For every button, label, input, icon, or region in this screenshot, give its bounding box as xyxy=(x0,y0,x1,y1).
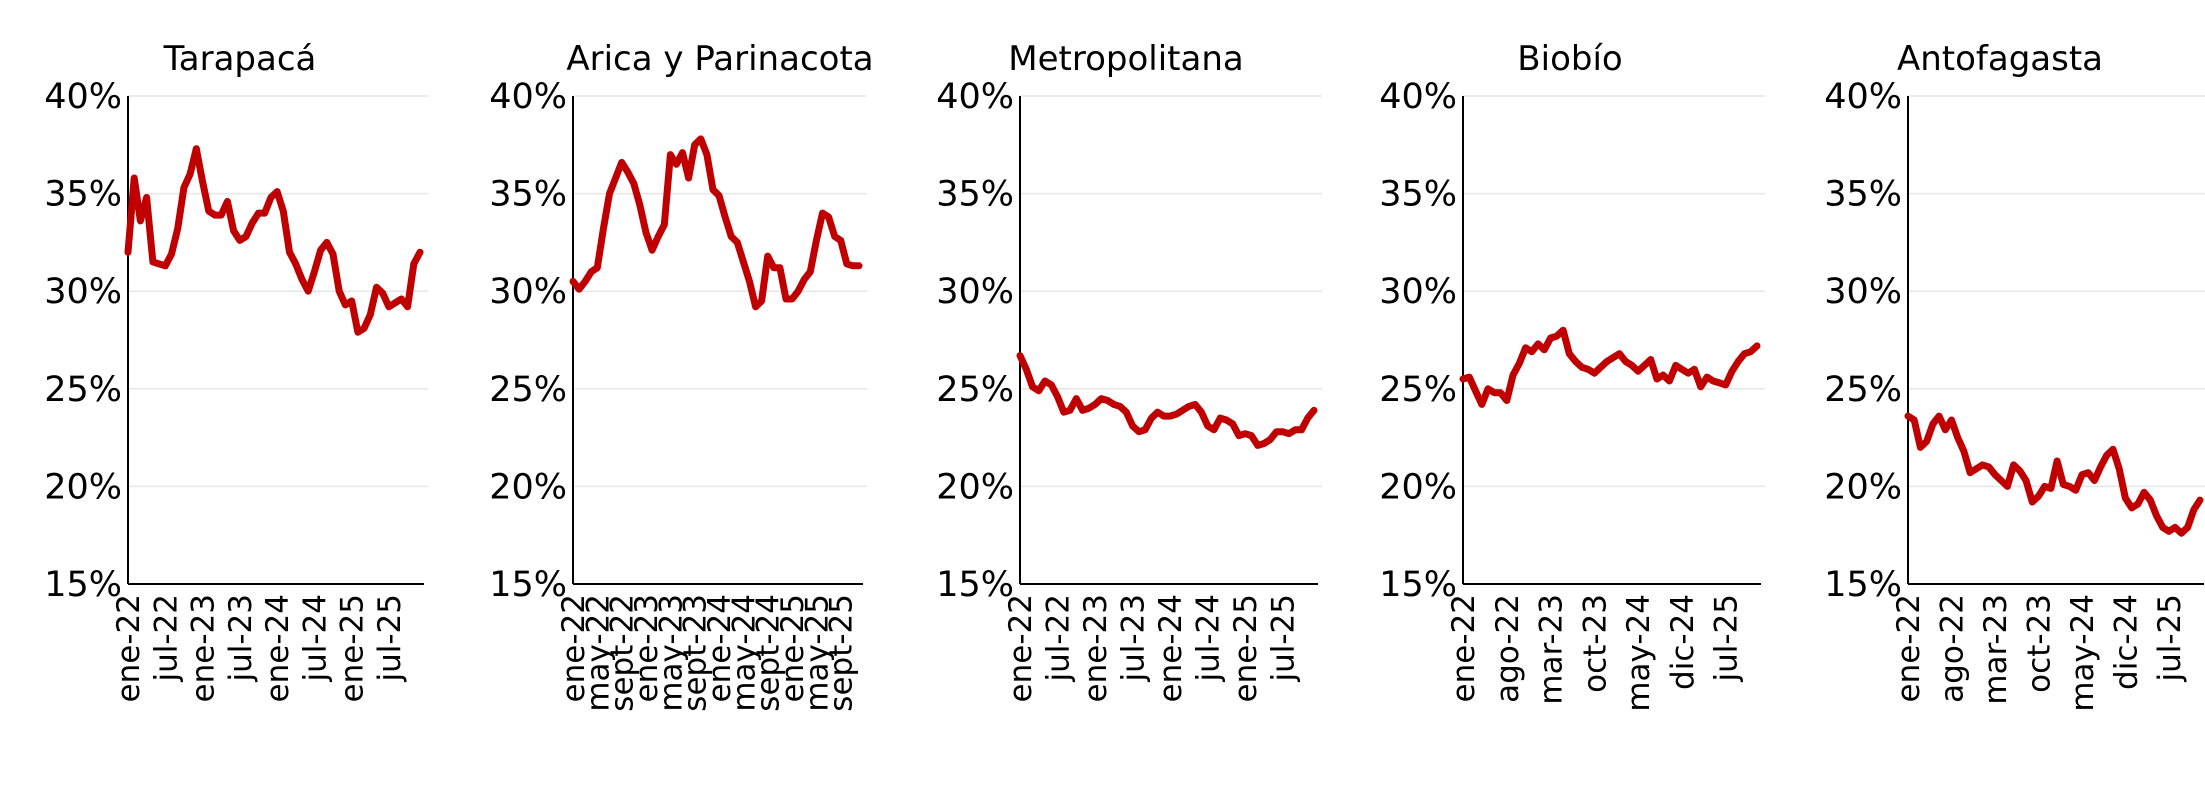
y-tick-label: 15% xyxy=(44,565,122,605)
x-tick-label: ago-22 xyxy=(1490,594,1526,703)
x-tick-label: ene-25 xyxy=(335,594,371,702)
y-tick-label: 25% xyxy=(489,370,567,410)
panel-title: Biobío xyxy=(1517,39,1622,79)
x-tick-label: ene-22 xyxy=(111,594,147,702)
y-tick-label: 40% xyxy=(1379,77,1457,117)
y-tick-label: 35% xyxy=(489,175,567,215)
y-tick-label: 20% xyxy=(1824,467,1902,507)
x-tick-label: ene-24 xyxy=(1153,594,1189,702)
y-tick-label: 30% xyxy=(1379,272,1457,312)
x-tick-label: jul-22 xyxy=(148,594,184,683)
y-tick-label: 30% xyxy=(44,272,122,312)
y-tick-label: 20% xyxy=(489,467,567,507)
x-tick-label: jul-25 xyxy=(372,594,408,683)
y-tick-label: 35% xyxy=(1824,175,1902,215)
x-tick-label: dic-24 xyxy=(1665,594,1701,690)
y-tick-label: 15% xyxy=(489,565,567,605)
y-tick-label: 35% xyxy=(936,175,1014,215)
panel-title: Metropolitana xyxy=(1008,39,1243,79)
y-tick-label: 15% xyxy=(936,565,1014,605)
x-tick-label: jul-25 xyxy=(1709,594,1745,683)
x-tick-label: ene-23 xyxy=(629,594,665,702)
x-tick-label: ene-25 xyxy=(1228,594,1264,702)
x-tick-label: ene-22 xyxy=(556,594,592,702)
x-tick-label: mar-23 xyxy=(1534,594,1570,705)
x-tick-label: jul-23 xyxy=(1116,594,1152,683)
panel-title: Arica y Parinacota xyxy=(566,39,873,79)
series-line xyxy=(1904,412,2204,537)
y-tick-label: 40% xyxy=(44,77,122,117)
panel-2: 15% 20% 25% 30% 35% 40%Arica y Parinacota ene-… xyxy=(489,39,873,712)
x-tick-label: ene-24 xyxy=(702,594,738,702)
x-tick-label: mar-23 xyxy=(1978,594,2014,705)
x-tick-label: sept-24 xyxy=(751,594,787,712)
y-tick-label: 25% xyxy=(936,370,1014,410)
panel-title: Tarapacá xyxy=(163,39,317,79)
y-tick-label: 15% xyxy=(1379,565,1457,605)
panel-5: 15% 20% 25% 30% 35% 40%Antofagasta ene-22 ago-2… xyxy=(1824,39,2205,712)
x-tick-label: may-24 xyxy=(2065,594,2101,712)
y-tick-label: 30% xyxy=(936,272,1014,312)
series-line xyxy=(124,145,424,336)
y-tick-label: 30% xyxy=(1824,272,1902,312)
y-tick-label: 35% xyxy=(1379,175,1457,215)
x-tick-label: oct-23 xyxy=(1577,594,1613,693)
x-tick-label: jul-25 xyxy=(1266,594,1302,683)
y-tick-label: 20% xyxy=(44,467,122,507)
x-tick-label: ene-22 xyxy=(1003,594,1039,702)
x-tick-label: ene-24 xyxy=(260,594,296,702)
x-tick-label: ene-23 xyxy=(1078,594,1114,702)
y-tick-label: 35% xyxy=(44,175,122,215)
series-line xyxy=(1016,352,1318,449)
x-tick-label: dic-24 xyxy=(2108,594,2144,690)
y-tick-label: 25% xyxy=(1379,370,1457,410)
x-tick-label: ene-23 xyxy=(186,594,222,702)
panel-title: Antofagasta xyxy=(1897,39,2103,79)
y-tick-label: 25% xyxy=(1824,370,1902,410)
y-tick-label: 40% xyxy=(489,77,567,117)
x-tick-label: jul-24 xyxy=(297,594,333,683)
y-tick-label: 40% xyxy=(936,77,1014,117)
x-tick-label: ene-22 xyxy=(1891,594,1927,702)
x-tick-label: jul-23 xyxy=(223,594,259,683)
x-tick-label: jul-24 xyxy=(1191,594,1227,683)
x-tick-label: may-23 xyxy=(653,594,689,712)
x-tick-label: sept-22 xyxy=(605,594,641,712)
series-line xyxy=(1459,326,1761,408)
y-tick-label: 40% xyxy=(1824,77,1902,117)
x-tick-label: may-22 xyxy=(580,594,616,712)
x-tick-label: may-24 xyxy=(726,594,762,712)
x-tick-label: sept-25 xyxy=(824,594,860,712)
x-tick-label: oct-23 xyxy=(2021,594,2057,693)
y-tick-label: 20% xyxy=(936,467,1014,507)
x-tick-label: jul-25 xyxy=(2152,594,2188,683)
x-tick-label: ene-22 xyxy=(1446,594,1482,702)
panel-4: 15% 20% 25% 30% 35% 40% Biobío ene-22 ago-22 mar-… xyxy=(1379,39,1765,712)
x-tick-label: sept-23 xyxy=(678,594,714,712)
y-tick-label: 15% xyxy=(1824,565,1902,605)
x-tick-label: ene-25 xyxy=(775,594,811,702)
x-tick-label: may-24 xyxy=(1621,594,1657,712)
x-tick-label: may-25 xyxy=(799,594,835,712)
x-tick-label: ago-22 xyxy=(1934,594,1970,703)
series-line xyxy=(569,135,863,311)
x-tick-label: jul-22 xyxy=(1041,594,1077,683)
y-tick-label: 20% xyxy=(1379,467,1457,507)
y-tick-label: 25% xyxy=(44,370,122,410)
y-tick-label: 30% xyxy=(489,272,567,312)
